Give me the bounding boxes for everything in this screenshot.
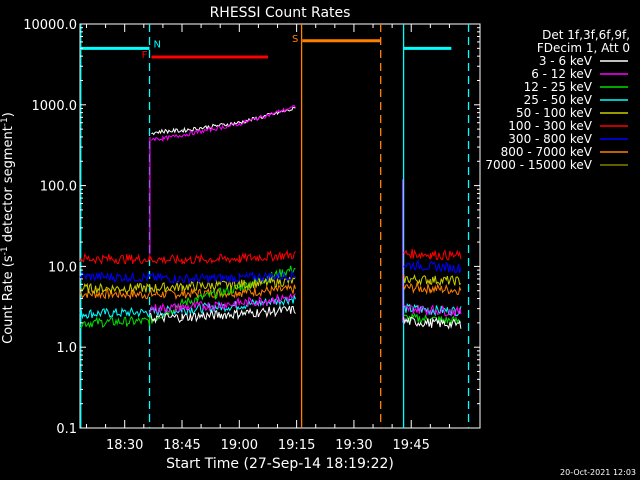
x-tick-label-4: 19:30 [335,438,372,453]
series-line-1-seg-1 [403,304,462,317]
y-tick-label-2: 10.0 [48,260,77,275]
series-line-7-seg-0 [79,283,296,301]
series-layer [79,104,462,330]
series-line-6-seg-0 [79,270,296,285]
series-overlay-0 [151,106,296,136]
y-tick-label-0: 0.1 [56,422,77,437]
y-tick-label-4: 1000.0 [32,99,78,114]
legend: Det 1f,3f,6f,9f, FDecim 1, Att 0 3 - 6 k… [485,28,630,172]
legend-label-7: 800 - 7000 keV [501,145,593,159]
annotation-label-0: F [142,50,148,61]
legend-label-0: 3 - 6 keV [539,54,593,68]
legend-label-2: 12 - 25 keV [524,80,593,94]
plot-frame [79,23,481,429]
series-line-7-seg-1 [403,281,462,296]
y-tick-label-3: 100.0 [40,180,77,195]
x-tick-label-1: 18:45 [163,438,200,453]
legend-label-3: 25 - 50 keV [524,93,593,107]
legend-label-1: 6 - 12 keV [531,67,593,81]
footer-timestamp: 20-Oct-2021 12:03 [560,468,636,477]
y-axis-label-mid: detector segment [1,126,16,246]
series-line-2-seg-1 [403,312,462,326]
y-axis-label-sup: -1 [0,246,10,255]
annotation-label-1: N [154,39,161,50]
x-axis-ticks: 18:30 18:45 19:00 19:15 19:30 19:45 [85,24,450,453]
plot-area: FN S 18:30 18:45 19:00 19:15 19:30 19:45 0.1 1.… [23,18,481,453]
series-overlay-1 [151,104,296,143]
y-axis-ticks: 0.1 1.0 10.0 100.0 1000.0 10000.0 [23,18,480,437]
legend-label-5: 100 - 300 keV [508,119,592,133]
x-axis-label: Start Time (27-Sep-14 18:19:22) [166,456,394,472]
y-axis-label-main: Count Rate (s [1,255,16,344]
legend-label-6: 300 - 800 keV [508,132,592,146]
y-tick-label-1: 1.0 [56,341,77,356]
x-tick-label-5: 19:45 [392,438,429,453]
attenuator-annotations: FN S [80,34,452,61]
series-line-6-seg-1 [403,260,462,274]
annotation-label-3: S [292,34,298,45]
series-line-0-seg-0 [149,304,296,324]
x-tick-label-2: 19:00 [221,438,258,453]
legend-header-detectors: Det 1f,3f,6f,9f, [542,28,630,42]
x-tick-label-0: 18:30 [106,438,143,453]
y-axis-label: Count Rate (s-1 detector segment-1) [0,112,16,344]
y-axis-label-sup2: -1 [0,117,10,126]
series-line-4-seg-1 [403,274,462,287]
series-line-1-seg-0 [149,292,296,314]
series-line-5-seg-0 [79,249,296,266]
y-axis-label-close: ) [1,112,16,117]
series-line-0-seg-1 [403,317,462,330]
legend-label-8: 7000 - 15000 keV [485,158,592,172]
series-line-5-seg-1 [403,248,462,261]
legend-label-4: 50 - 100 keV [516,106,593,120]
series-line-4-seg-0 [79,275,296,295]
chart-title: RHESSI Count Rates [210,5,351,21]
x-tick-label-3: 19:15 [278,438,315,453]
y-tick-label-5: 10000.0 [23,18,77,33]
legend-header-decimation: FDecim 1, Att 0 [537,41,630,55]
